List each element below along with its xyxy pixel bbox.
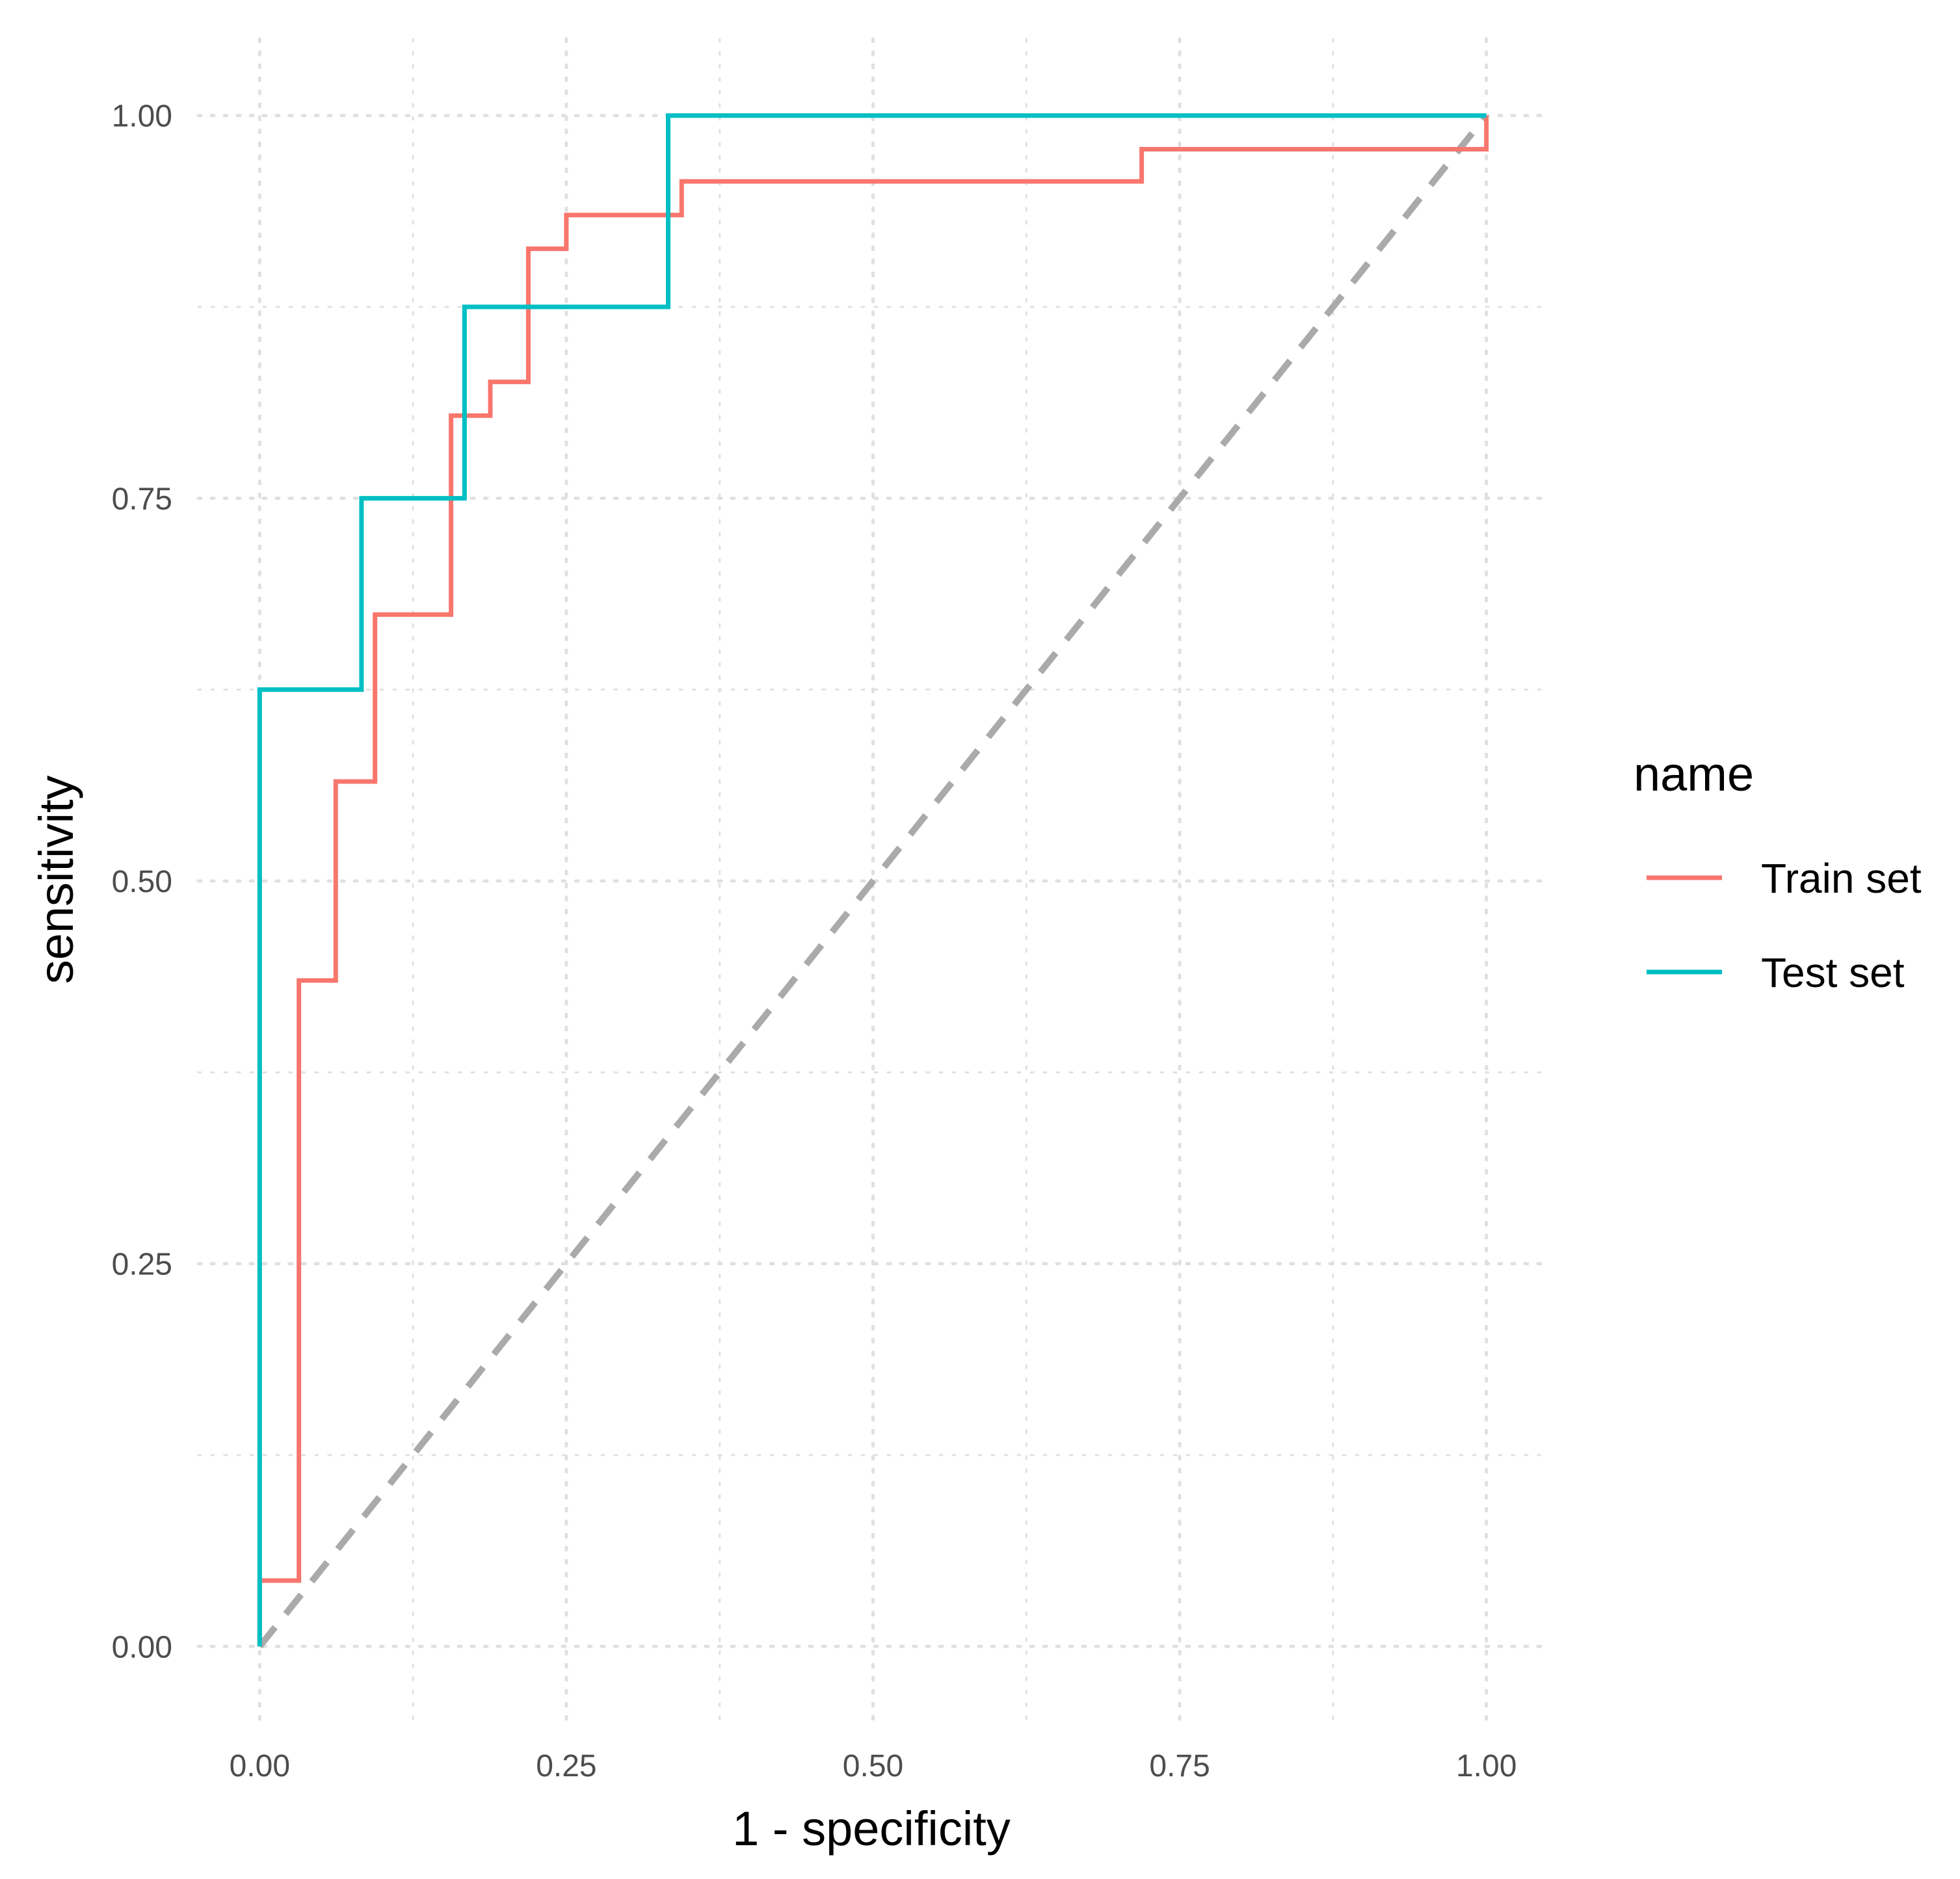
series-line-train-set: [257, 115, 1489, 1647]
x-tick-label: 0.75: [1149, 1749, 1210, 1783]
y-tick-label: 0.50: [112, 865, 172, 899]
legend: name Train set Test set: [1634, 747, 1922, 996]
x-tick-label: 0.25: [536, 1749, 596, 1783]
legend-title: name: [1634, 747, 1754, 801]
y-tick-label: 0.25: [112, 1248, 172, 1282]
series-line-test-set: [257, 113, 1487, 1647]
plot-area: [257, 113, 1489, 1649]
x-axis-ticks: 0.00 0.25 0.50 0.75 1.00: [230, 1749, 1517, 1783]
x-tick-label: 0.50: [843, 1749, 903, 1783]
legend-items: Train set Test set: [1647, 855, 1922, 996]
x-tick-label: 0.00: [230, 1749, 290, 1783]
y-axis-title: sensitivity: [29, 776, 83, 984]
x-tick-label: 1.00: [1456, 1749, 1516, 1783]
x-axis-title: 1 - specificity: [732, 1802, 1011, 1856]
reference-diagonal-line: [257, 113, 1489, 1649]
y-axis-ticks: 0.00 0.25 0.50 0.75 1.00: [112, 99, 172, 1665]
y-tick-label: 0.00: [112, 1630, 172, 1664]
y-tick-label: 1.00: [112, 99, 172, 134]
legend-label-test-set: Test set: [1761, 949, 1905, 996]
legend-label-train-set: Train set: [1761, 855, 1922, 902]
y-tick-label: 0.75: [112, 482, 172, 516]
